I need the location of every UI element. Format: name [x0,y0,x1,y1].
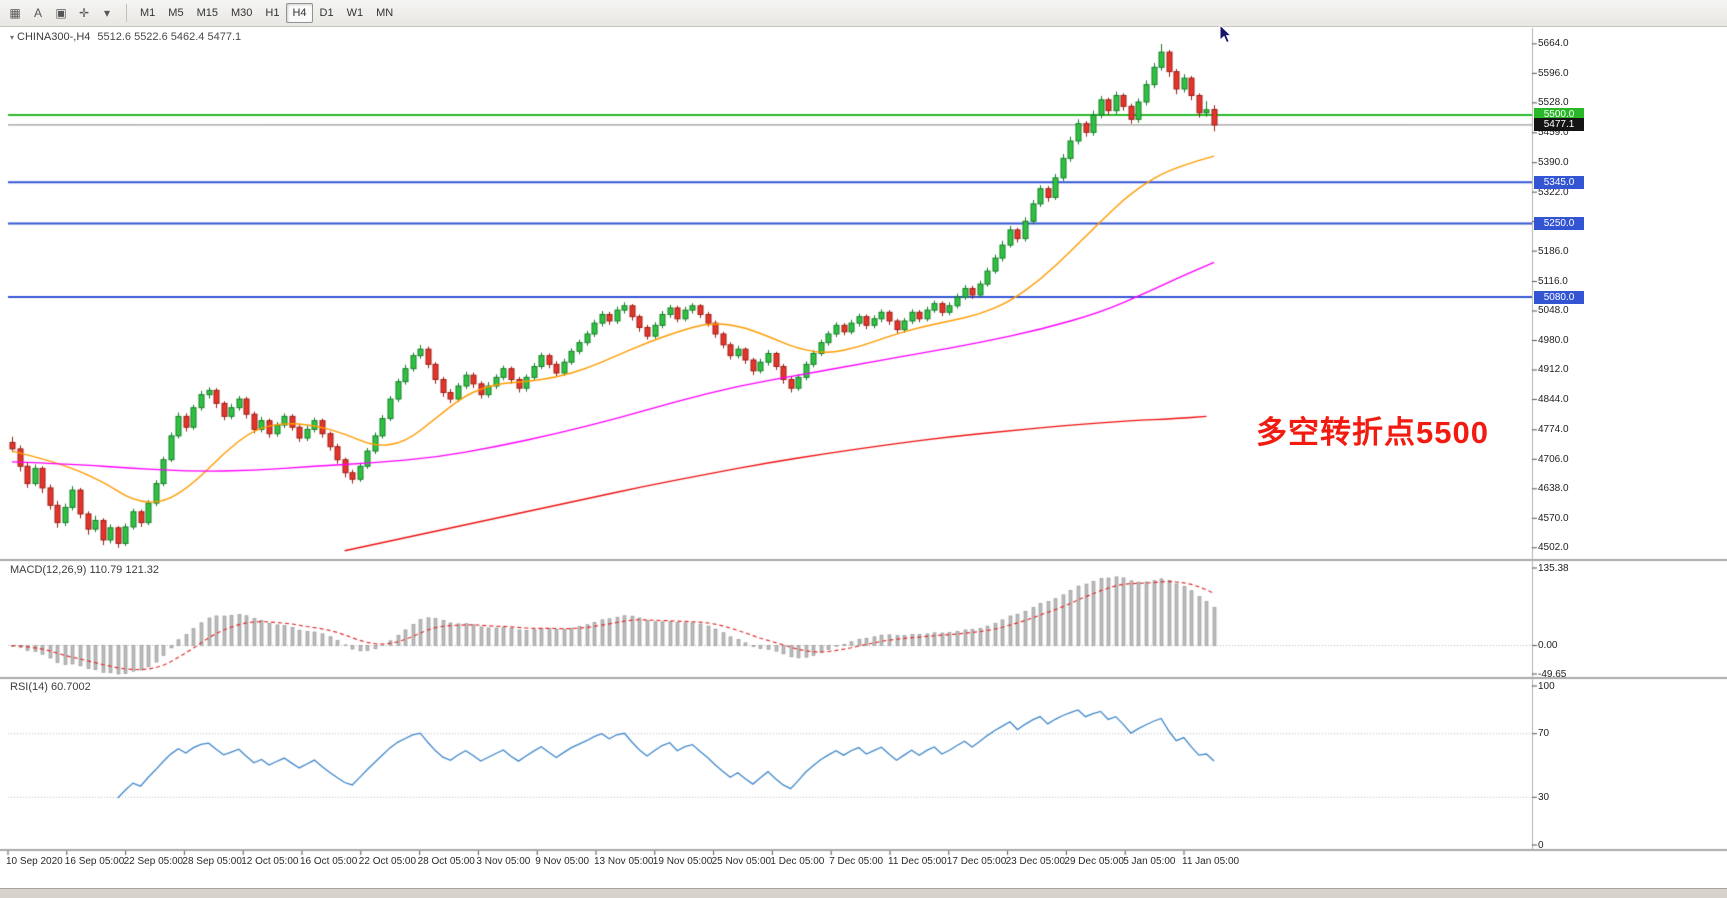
price-axis-label: 4844.0 [1538,393,1569,405]
chart-grid-icon[interactable]: ▦ [9,6,21,20]
time-axis-label: 16 Oct 05:00 [300,856,358,867]
text-box-tool-icon[interactable]: ▣ [55,6,67,20]
chart-title-line: ▾ CHINA300-,H4 5512.6 5522.6 5462.4 5477.1 [10,31,241,43]
time-axis-label: 29 Dec 05:00 [1064,856,1124,867]
current-price-badge: 5477.1 [1534,118,1584,132]
price-axis-label: 5596.0 [1538,67,1569,79]
price-axis-label: 5664.0 [1538,38,1569,50]
time-axis-label: 13 Nov 05:00 [594,856,654,867]
price-axis-label: 5528.0 [1538,97,1569,109]
price-axis-label: 5186.0 [1538,245,1569,257]
price-axis-label: 4570.0 [1538,512,1569,524]
time-axis-label: 19 Nov 05:00 [652,856,713,867]
timeframe-button-d1[interactable]: D1 [319,7,334,19]
time-axis-label: 9 Nov 05:00 [535,856,590,867]
time-axis-label: 25 Nov 05:00 [711,856,772,867]
symbol-marker-icon: ▾ [10,33,15,42]
chart-annotation-text: 多空转折点5500 [1256,415,1489,450]
rsi-axis-label: 0 [1538,839,1544,851]
timeframe-button-mn[interactable]: MN [376,7,394,19]
timeframe-button-h4[interactable]: H4 [286,3,313,23]
price-axis-label: 4774.0 [1538,424,1569,436]
rsi-axis-label: 70 [1538,728,1550,740]
chart-symbol-timeframe: CHINA300-,H4 [17,31,91,43]
toolbar-separator [126,4,127,22]
price-axis-label: 5390.0 [1538,157,1569,169]
time-axis-label: 7 Dec 05:00 [829,856,884,867]
rsi-indicator-label: RSI(14) 60.7002 [10,681,91,693]
macd-axis-label: -49.65 [1538,668,1567,680]
price-axis-label: 5459.0 [1538,127,1569,139]
time-axis-label: 1 Dec 05:00 [770,856,825,867]
timeframe-button-m30[interactable]: M30 [230,7,253,19]
price-axis-label: 5048.0 [1538,305,1569,317]
price-axis-label: 4980.0 [1538,334,1569,346]
price-level-badge: 5345.0 [1534,175,1584,189]
timeframe-button-w1[interactable]: W1 [346,7,364,19]
time-axis-label: 3 Nov 05:00 [476,856,531,867]
rsi-axis-label: 100 [1538,680,1555,692]
tool-buttons: ▦ A ▣ ✛ ▾ [4,3,119,24]
chart-ohlc-quote: 5512.6 5522.6 5462.4 5477.1 [97,31,242,43]
macd-axis-label: 135.38 [1538,562,1569,574]
drawing-tools-dropdown-icon[interactable]: ▾ [103,6,111,20]
mouse-cursor [1219,24,1232,44]
time-axis-label: 11 Dec 05:00 [888,856,947,867]
time-axis-label: 5 Jan 05:00 [1123,856,1176,867]
macd-indicator-label: MACD(12,26,9) 110.79 121.32 [10,564,159,576]
timeframe-buttons: M1 M5 M15 M30 H1 H4 D1 W1 MN [134,3,400,23]
time-axis-label: 16 Sep 05:00 [64,856,125,867]
text-label-tool-icon[interactable]: A [33,6,42,20]
timeframe-button-m1[interactable]: M1 [140,7,156,19]
price-axis-label: 5116.0 [1538,276,1568,287]
time-axis-label: 22 Sep 05:00 [123,856,184,867]
time-axis-label: 28 Sep 05:00 [182,856,242,867]
price-level-badge: 5080.0 [1534,290,1584,304]
main-toolbar: ▦ A ▣ ✛ ▾ M1 M5 M15 M30 H1 H4 D1 W1 MN [0,0,1727,27]
price-axis-label: 4912.0 [1538,364,1569,376]
time-axis-label: 17 Dec 05:00 [946,856,1007,867]
time-axis-label: 22 Oct 05:00 [358,856,417,867]
timeframe-button-m15[interactable]: M15 [196,7,218,19]
macd-axis-label: 0.00 [1538,640,1558,652]
price-axis-label: 4502.0 [1538,542,1569,554]
price-level-badge: 5500.0 [1534,108,1584,122]
horizontal-scrollbar[interactable] [0,888,1727,898]
price-axis-label: 5322.0 [1538,186,1569,198]
crosshair-tool-icon[interactable]: ✛ [78,6,90,20]
time-axis-label: 10 Sep 2020 [6,856,63,867]
rsi-axis-label: 30 [1538,791,1550,803]
time-axis-label: 12 Oct 05:00 [241,856,299,867]
price-level-badge: 5250.0 [1534,216,1584,230]
price-axis-label: 4638.0 [1538,483,1569,495]
time-axis-label: 28 Oct 05:00 [417,856,475,867]
time-axis-label: 23 Dec 05:00 [1005,856,1066,867]
timeframe-button-h1[interactable]: H1 [265,7,280,19]
price-axis-label: 4706.0 [1538,453,1569,465]
time-axis-label: 11 Jan 05:00 [1182,856,1240,867]
timeframe-button-m5[interactable]: M5 [168,7,184,19]
